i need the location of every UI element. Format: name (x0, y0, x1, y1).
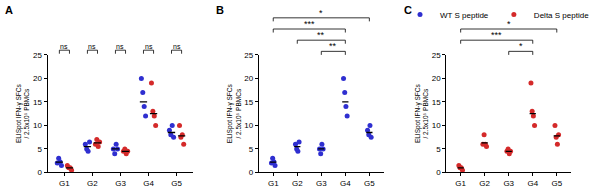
svg-text:G2: G2 (292, 179, 303, 188)
svg-text:G5: G5 (171, 179, 182, 188)
svg-text:G3: G3 (503, 179, 514, 188)
svg-text:G2: G2 (87, 179, 98, 188)
svg-text:ns: ns (60, 43, 68, 50)
svg-text:G1: G1 (455, 179, 466, 188)
svg-text:**: ** (317, 30, 325, 40)
svg-text:ns: ns (173, 43, 181, 50)
svg-text:20: 20 (432, 74, 441, 83)
svg-text:B: B (216, 4, 224, 16)
svg-text:G3: G3 (316, 179, 327, 188)
svg-text:WT S peptide: WT S peptide (440, 11, 489, 20)
svg-text:20: 20 (33, 74, 42, 83)
svg-text:G4: G4 (143, 179, 154, 188)
svg-text:ns: ns (88, 43, 96, 50)
svg-text:ELISpot IFN-γ SFCs/ 2.5x10⁵ PB: ELISpot IFN-γ SFCs/ 2.5x10⁵ PBMCs (226, 83, 241, 143)
svg-text:ns: ns (116, 43, 124, 50)
svg-text:ELISpot IFN-γ SFCs/ 2.5x10⁵ PB: ELISpot IFN-γ SFCs/ 2.5x10⁵ PBMCs (414, 83, 429, 143)
svg-text:0: 0 (249, 168, 254, 177)
svg-text:25: 25 (432, 51, 441, 60)
svg-text:5: 5 (436, 145, 441, 154)
svg-text:G3: G3 (115, 179, 126, 188)
svg-text:5: 5 (249, 145, 254, 154)
svg-text:ELISpot IFN-γ SFCs/ 2.5x10⁵ PB: ELISpot IFN-γ SFCs/ 2.5x10⁵ PBMCs (15, 83, 30, 143)
svg-text:5: 5 (38, 145, 43, 154)
svg-text:ns: ns (145, 43, 153, 50)
svg-text:***: *** (304, 19, 315, 29)
svg-text:G1: G1 (59, 179, 70, 188)
svg-text:Delta S peptide: Delta S peptide (534, 11, 589, 20)
svg-text:**: ** (329, 41, 337, 51)
svg-text:10: 10 (33, 121, 42, 130)
svg-text:25: 25 (33, 51, 42, 60)
svg-text:C: C (404, 4, 412, 16)
svg-text:25: 25 (244, 51, 253, 60)
svg-text:10: 10 (432, 121, 441, 130)
svg-text:G5: G5 (364, 179, 375, 188)
svg-text:0: 0 (436, 168, 441, 177)
svg-text:G5: G5 (551, 179, 562, 188)
svg-text:***: *** (491, 30, 502, 40)
svg-text:G2: G2 (479, 179, 490, 188)
svg-text:*: * (519, 41, 523, 51)
svg-text:*: * (319, 8, 323, 18)
svg-text:G4: G4 (527, 179, 538, 188)
svg-text:A: A (5, 4, 13, 16)
svg-text:0: 0 (38, 168, 43, 177)
svg-text:15: 15 (33, 98, 42, 107)
svg-text:*: * (507, 19, 511, 29)
svg-text:15: 15 (244, 98, 253, 107)
svg-text:15: 15 (432, 98, 441, 107)
svg-text:10: 10 (244, 121, 253, 130)
svg-text:20: 20 (244, 74, 253, 83)
svg-text:G1: G1 (268, 179, 279, 188)
svg-text:G4: G4 (340, 179, 351, 188)
